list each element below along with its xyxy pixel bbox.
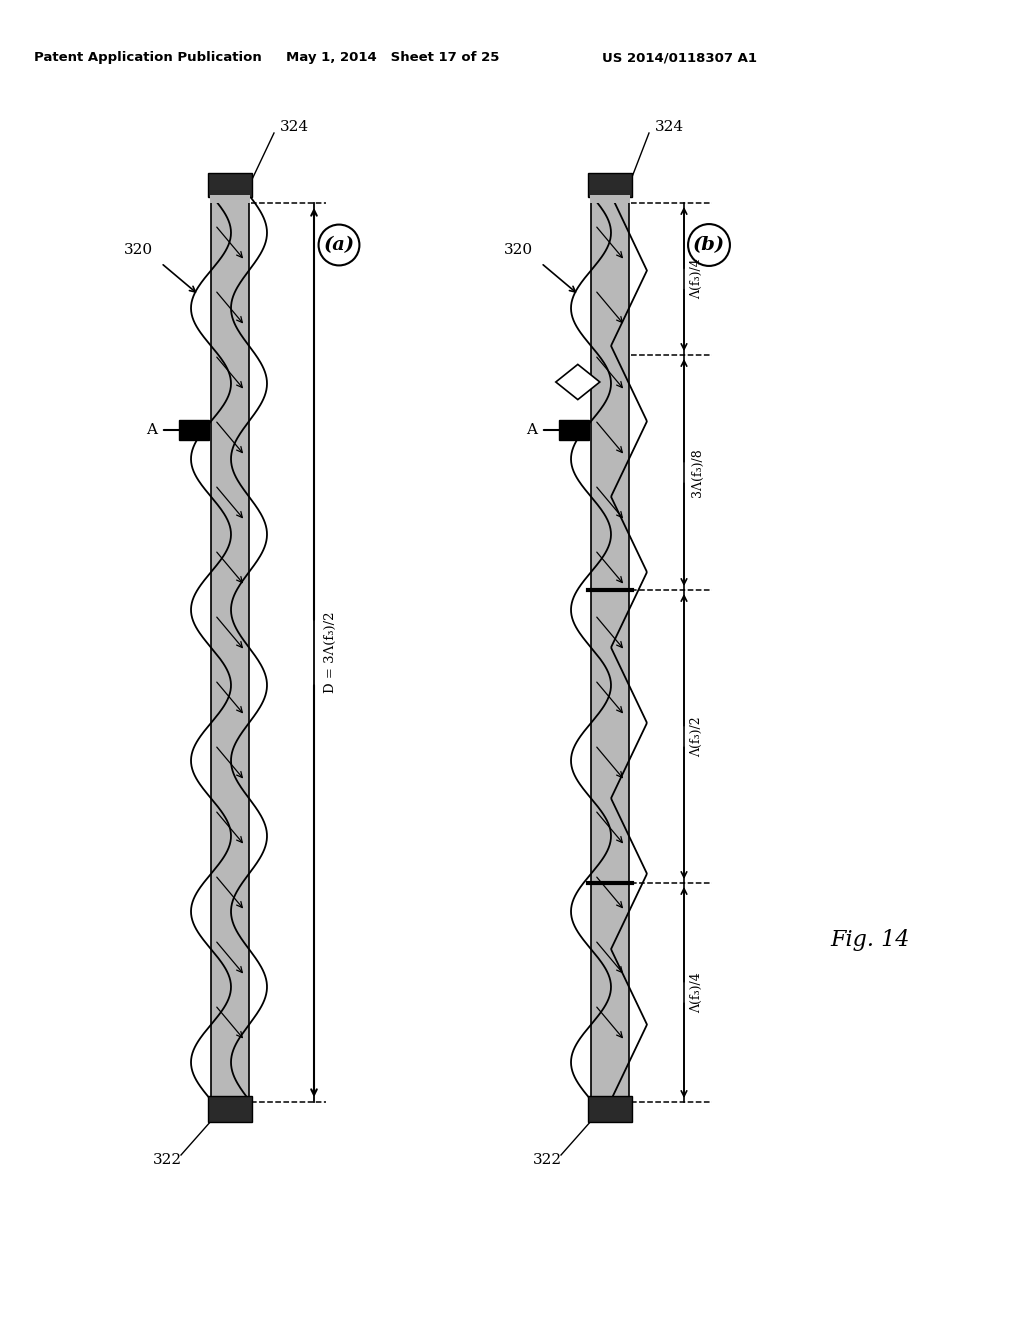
Text: 324: 324 [655,120,684,135]
Text: A: A [146,422,157,437]
Text: 320: 320 [124,243,153,257]
Bar [208,173,252,197]
Text: Patent Application Publication: Patent Application Publication [34,51,262,65]
Text: D = 3Λ(f₃)/2: D = 3Λ(f₃)/2 [324,611,337,693]
Text: Λ(f₃)/2: Λ(f₃)/2 [690,717,703,756]
Bar [588,1096,632,1122]
Bar [559,420,589,440]
Text: May 1, 2014   Sheet 17 of 25: May 1, 2014 Sheet 17 of 25 [287,51,500,65]
Bar [179,420,209,440]
Bar [211,195,249,1100]
Bar [591,195,629,1100]
Text: Λ(f₃)/4: Λ(f₃)/4 [690,972,703,1012]
Text: US 2014/0118307 A1: US 2014/0118307 A1 [602,51,758,65]
Bar [588,173,632,197]
Text: 322: 322 [534,1152,562,1167]
Text: 3Λ(f₃)/8: 3Λ(f₃)/8 [690,447,703,496]
Text: (a): (a) [324,236,354,253]
Polygon shape [556,364,600,400]
Bar [590,195,630,203]
Text: 320: 320 [504,243,534,257]
Text: (b): (b) [693,236,725,253]
Text: 324: 324 [280,120,309,135]
Text: 322: 322 [153,1152,182,1167]
Text: A: A [526,422,537,437]
Text: Λ(f₃)/4: Λ(f₃)/4 [690,259,703,300]
Text: Fig. 14: Fig. 14 [830,929,909,950]
Bar [210,195,250,203]
Bar [208,1096,252,1122]
